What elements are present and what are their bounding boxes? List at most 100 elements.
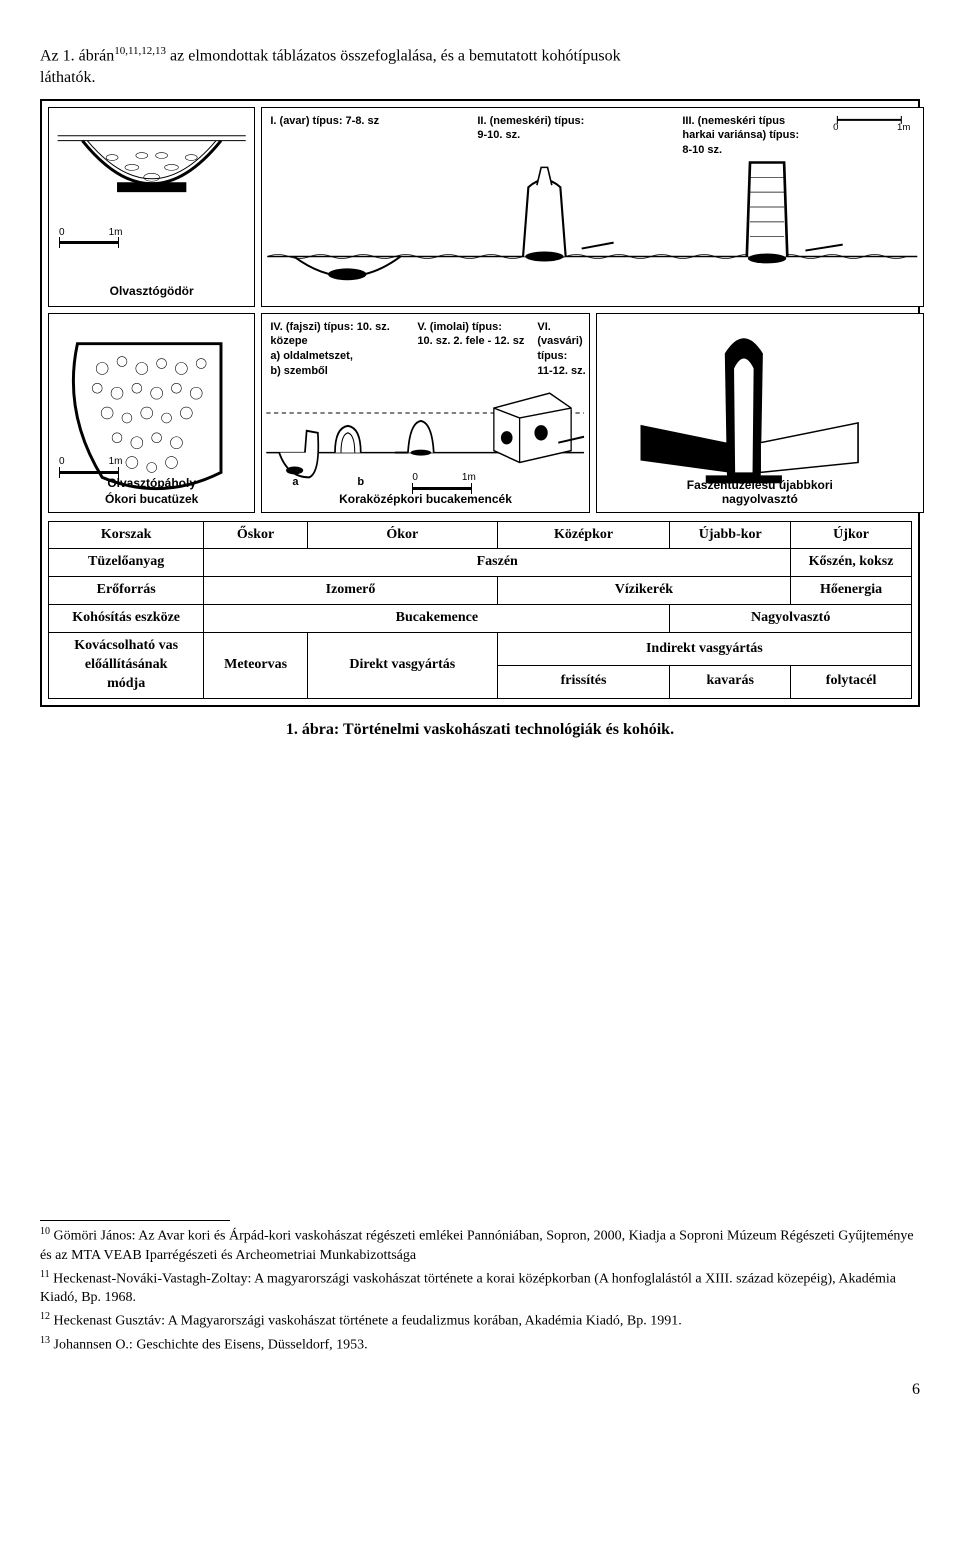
svg-text:0: 0 — [833, 122, 838, 132]
scale-0-4: 0 — [59, 456, 65, 467]
fn11-sup: 11 — [40, 1269, 50, 1280]
panel5-scalebar: 0 1m — [412, 471, 475, 490]
th-ujkor: Újkor — [791, 521, 912, 549]
label-type-1: I. (avar) típus: 7-8. sz — [270, 114, 379, 129]
table-row-power: Erőforrás Izomerő Vízikerék Hőenergia — [49, 577, 912, 605]
th-oskor: Őskor — [204, 521, 308, 549]
svg-text:1m: 1m — [897, 122, 911, 132]
panel-types-1-3: I. (avar) típus: 7-8. sz II. (nemeskéri)… — [261, 107, 924, 307]
intro-line2: láthatók. — [40, 69, 96, 86]
label-type-5: V. (imolai) típus: 10. sz. 2. fele - 12.… — [417, 320, 524, 350]
scale-1-4: 1m — [109, 455, 123, 469]
figure-1: 0 1m Olvasztógödör I. (avar) típus: 7-8.… — [40, 99, 920, 707]
scale-0: 0 — [59, 227, 65, 238]
fn13-sup: 13 — [40, 1335, 50, 1346]
fn12-text: Heckenast Gusztáv: A Magyarországi vasko… — [50, 1314, 682, 1329]
row-iron-d2: kavarás — [670, 665, 791, 698]
intro-superscript: 10,11,12,13 — [114, 45, 166, 57]
panel-olvasztopaholi: 0 1m Olvasztópáholy Ókori bucatüzek — [48, 313, 255, 513]
panel1-svg — [49, 108, 254, 306]
label-type-3c: 8-10 sz. — [682, 144, 722, 156]
summary-table: Korszak Őskor Ókor Középkor Újabb-kor Új… — [48, 521, 912, 699]
row-iron-d1: frissítés — [497, 665, 670, 698]
scale-1-5: 1m — [462, 471, 476, 485]
panel2-svg: 0 1m — [262, 108, 923, 306]
panel6-caption-2: nagyolvasztó — [597, 491, 923, 507]
footnote-10: 10 Gömöri János: Az Avar kori és Árpád-k… — [40, 1225, 920, 1265]
figure-panels: 0 1m Olvasztógödör I. (avar) típus: 7-8.… — [48, 107, 912, 513]
intro-text-rest: az elmondottak táblázatos összefoglalása… — [166, 47, 621, 64]
label-type-4c: a) oldalmetszet, — [270, 350, 353, 362]
scalebar-line-5 — [412, 487, 472, 490]
label-type-3a: III. (nemeskéri típus — [682, 115, 785, 127]
panel-olvasztogodor: 0 1m Olvasztógödör — [48, 107, 255, 307]
fn11-text: Heckenast-Nováki-Vastagh-Zoltay: A magya… — [40, 1271, 896, 1305]
row-iron-c: Indirekt vasgyártás — [497, 633, 911, 666]
th-korszak: Korszak — [49, 521, 204, 549]
spacer — [40, 800, 920, 1220]
row-iron-label-a: Kovácsolható vas előállításának — [74, 638, 178, 672]
intro-paragraph: Az 1. ábrán10,11,12,13 az elmondottak tá… — [40, 44, 920, 89]
scale-0-5: 0 — [412, 472, 418, 483]
row-iron-b: Direkt vasgyártás — [307, 633, 497, 699]
fn10-text: Gömöri János: Az Avar kori és Árpád-kori… — [40, 1229, 914, 1263]
panel5-caption: Koraközépkori bucakemencék — [262, 491, 588, 507]
table-row-fuel: Tüzelőanyag Faszén Kőszén, koksz — [49, 549, 912, 577]
row-fuel-label: Tüzelőanyag — [49, 549, 204, 577]
row-power-b: Vízikerék — [497, 577, 790, 605]
panel4-caption: Ókori bucatüzek — [49, 491, 254, 507]
row-power-label: Erőforrás — [49, 577, 204, 605]
intro-text-prefix: Az 1. ábrán — [40, 47, 114, 64]
table-row-tool: Kohósítás eszköze Bucakemence Nagyolvasz… — [49, 605, 912, 633]
row-power-c: Hőenergia — [791, 577, 912, 605]
table-row-header: Korszak Őskor Ókor Középkor Újabb-kor Új… — [49, 521, 912, 549]
row-iron-label-b: módja — [107, 676, 145, 691]
table-row-iron-top: Kovácsolható vas előállításának módja Me… — [49, 633, 912, 666]
row-fuel-mid: Faszén — [204, 549, 791, 577]
scalebar-line-4 — [59, 471, 119, 474]
row-fuel-right: Kőszén, koksz — [791, 549, 912, 577]
label-type-2a: II. (nemeskéri) típus: — [477, 115, 584, 127]
footnote-11: 11 Heckenast-Nováki-Vastagh-Zoltay: A ma… — [40, 1268, 920, 1308]
label-type-5a: V. (imolai) típus: — [417, 321, 502, 333]
row-tool-label: Kohósítás eszköze — [49, 605, 204, 633]
panel1-scalebar: 0 1m — [59, 226, 122, 245]
th-okor: Ókor — [307, 521, 497, 549]
scale-1: 1m — [109, 226, 123, 240]
label-type-2: II. (nemeskéri) típus: 9-10. sz. — [477, 114, 584, 144]
label-a: a — [292, 475, 298, 490]
row-iron-a: Meteorvas — [204, 633, 308, 699]
panel4-label: Olvasztópáholy — [49, 475, 254, 491]
figure-caption: 1. ábra: Történelmi vaskohászati technol… — [40, 719, 920, 741]
label-type-4: IV. (fajszi) típus: 10. sz. közepe a) ol… — [270, 320, 389, 379]
page-number: 6 — [40, 1379, 920, 1401]
th-kozepkor: Középkor — [497, 521, 670, 549]
row-tool-b: Nagyolvasztó — [670, 605, 912, 633]
panel4-scalebar: 0 1m — [59, 455, 122, 474]
label-type-4b: közepe — [270, 335, 307, 347]
footnotes: 10 Gömöri János: Az Avar kori és Árpád-k… — [40, 1225, 920, 1355]
label-type-6: VI. (vasvári) típus: 11-12. sz. — [537, 320, 588, 379]
label-type-2b: 9-10. sz. — [477, 129, 520, 141]
panel-nagyolvaszto: Faszéntüzelésű újabbkori nagyolvasztó — [596, 313, 924, 513]
th-ujabbkor: Újabb-kor — [670, 521, 791, 549]
label-type-3b: harkai variánsa) típus: — [682, 129, 799, 141]
label-type-6b: 11-12. sz. — [537, 365, 585, 377]
label-type-3: III. (nemeskéri típus harkai variánsa) t… — [682, 114, 799, 159]
row-iron-d3: folytacél — [791, 665, 912, 698]
row-power-a: Izomerő — [204, 577, 497, 605]
label-type-4a: IV. (fajszi) típus: 10. sz. — [270, 321, 389, 333]
label-type-6a: VI. (vasvári) típus: — [537, 321, 582, 363]
row-iron-label: Kovácsolható vas előállításának módja — [49, 633, 204, 699]
label-b: b — [357, 475, 364, 490]
fn12-sup: 12 — [40, 1311, 50, 1322]
label-type-5b: 10. sz. 2. fele - 12. sz — [417, 335, 524, 347]
footnote-13: 13 Johannsen O.: Geschichte des Eisens, … — [40, 1334, 920, 1356]
scalebar-line — [59, 241, 119, 244]
fn10-sup: 10 — [40, 1226, 50, 1237]
panel-types-4-6: IV. (fajszi) típus: 10. sz. közepe a) ol… — [261, 313, 589, 513]
label-type-4d: b) szemből — [270, 365, 327, 377]
footnotes-separator — [40, 1220, 230, 1221]
panel1-caption: Olvasztógödör — [49, 283, 254, 299]
row-tool-a: Bucakemence — [204, 605, 670, 633]
